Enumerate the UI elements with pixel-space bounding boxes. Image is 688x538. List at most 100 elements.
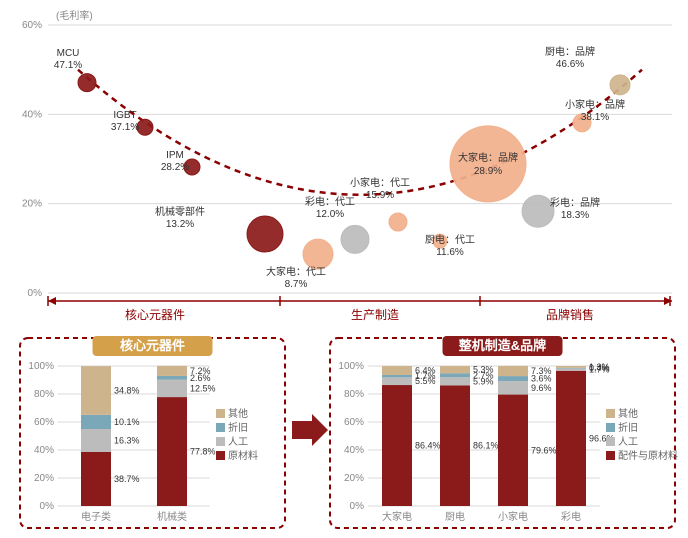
legend-swatch	[606, 423, 615, 432]
legend-label: 原材料	[228, 449, 258, 462]
bar-segment	[157, 376, 187, 380]
legend-label: 折旧	[618, 421, 638, 434]
bar-segment	[440, 366, 470, 373]
bar-value: 7.2%	[190, 366, 211, 376]
bar-segment	[382, 375, 412, 377]
bar-value: 38.7%	[114, 474, 140, 484]
bar-value: 79.6%	[531, 445, 557, 455]
category-label: 品牌销售	[546, 307, 594, 322]
bubble	[137, 119, 153, 135]
bar-value: 16.3%	[114, 435, 140, 445]
bubble-value: 46.6%	[556, 59, 584, 70]
panel-ytick: 40%	[34, 445, 54, 456]
bar-segment	[498, 395, 528, 506]
bubble-value: 37.1%	[111, 122, 139, 133]
bar-category: 大家电	[382, 510, 412, 523]
bubble-label: 机械零部件	[155, 205, 205, 218]
panel-ytick: 100%	[338, 361, 364, 372]
bar-segment	[556, 371, 586, 506]
bubble	[303, 239, 333, 269]
bubble-label: IPM	[166, 150, 184, 161]
bubble	[78, 74, 96, 92]
bubble-label: 彩电：代工	[305, 195, 355, 208]
panel-ytick: 0%	[40, 501, 55, 512]
bar-value: 34.8%	[114, 386, 140, 396]
bar-segment	[498, 381, 528, 394]
trend-curve	[78, 70, 642, 195]
bar-segment	[440, 377, 470, 385]
bar-category: 小家电	[498, 510, 528, 523]
bar-segment	[498, 376, 528, 381]
bubble	[389, 213, 407, 231]
panel-title: 核心元器件	[120, 338, 185, 353]
bubble-label: 小家电：代工	[350, 176, 410, 189]
panel-ytick: 80%	[34, 389, 54, 400]
bubble-label: IGBT	[113, 110, 136, 121]
y-tick: 60%	[22, 20, 42, 31]
category-label: 生产制造	[351, 308, 399, 322]
bar-segment	[382, 385, 412, 506]
legend-label: 折旧	[228, 421, 248, 434]
panel-ytick: 60%	[344, 417, 364, 428]
y-tick: 40%	[22, 109, 42, 120]
bubble-value: 8.7%	[285, 279, 308, 290]
arrow-icon	[292, 414, 328, 446]
panel-ytick: 80%	[344, 389, 364, 400]
bar-value: 77.8%	[190, 447, 216, 457]
legend-swatch	[216, 437, 225, 446]
bar-segment	[556, 368, 586, 370]
bubble-value: 38.1%	[581, 112, 609, 123]
panel-ytick: 40%	[344, 445, 364, 456]
bar-segment	[498, 366, 528, 376]
bar-segment	[382, 377, 412, 385]
bar-value: 12.5%	[190, 383, 216, 393]
bubble-value: 28.9%	[474, 166, 502, 177]
bubble	[610, 75, 630, 95]
bubble-value: 12.0%	[316, 209, 344, 220]
bubble-label: 大家电：品牌	[458, 151, 518, 164]
bubble-value: 18.3%	[561, 210, 589, 221]
bar-segment	[382, 366, 412, 375]
legend-swatch	[606, 437, 615, 446]
legend-label: 其他	[228, 407, 248, 420]
bubble-value: 11.6%	[436, 247, 464, 258]
bubble-value: 47.1%	[54, 60, 82, 71]
bubble	[341, 225, 369, 253]
bar-segment	[157, 366, 187, 376]
bubble-value: 13.2%	[166, 219, 194, 230]
y-tick: 20%	[22, 199, 42, 210]
bar-category: 彩电	[561, 510, 581, 523]
bubble-label: 大家电：代工	[266, 265, 326, 278]
bar-value: 1.3%	[589, 362, 610, 372]
bar-segment	[556, 366, 586, 368]
bar-category: 厨电	[445, 510, 465, 523]
panel-title: 整机制造&品牌	[458, 338, 546, 353]
bar-value: 10.1%	[114, 417, 140, 427]
bar-value: 86.4%	[415, 441, 441, 451]
bar-value: 7.3%	[531, 366, 552, 376]
bubble	[247, 216, 283, 252]
bar-value: 86.1%	[473, 441, 499, 451]
bubble-label: 厨电：代工	[425, 233, 475, 246]
panel-ytick: 20%	[344, 473, 364, 484]
bar-category: 电子类	[81, 510, 111, 523]
legend-swatch	[606, 409, 615, 418]
bar-segment	[81, 366, 111, 415]
legend-swatch	[216, 451, 225, 460]
legend-label: 人工	[228, 436, 248, 448]
bubble-label: 厨电：品牌	[545, 45, 595, 58]
bar-segment	[157, 380, 187, 398]
bar-segment	[157, 397, 187, 506]
bar-value: 6.4%	[415, 365, 436, 375]
legend-swatch	[216, 423, 225, 432]
bubble-label: 彩电：品牌	[550, 196, 600, 209]
bar-value: 5.3%	[473, 365, 494, 375]
bar-segment	[440, 373, 470, 377]
legend-label: 人工	[618, 436, 638, 448]
bar-segment	[81, 452, 111, 506]
panel-ytick: 100%	[28, 361, 54, 372]
panel-ytick: 0%	[350, 501, 365, 512]
panel-ytick: 60%	[34, 417, 54, 428]
bubble-value: 15.9%	[366, 190, 394, 201]
bar-segment	[81, 415, 111, 429]
